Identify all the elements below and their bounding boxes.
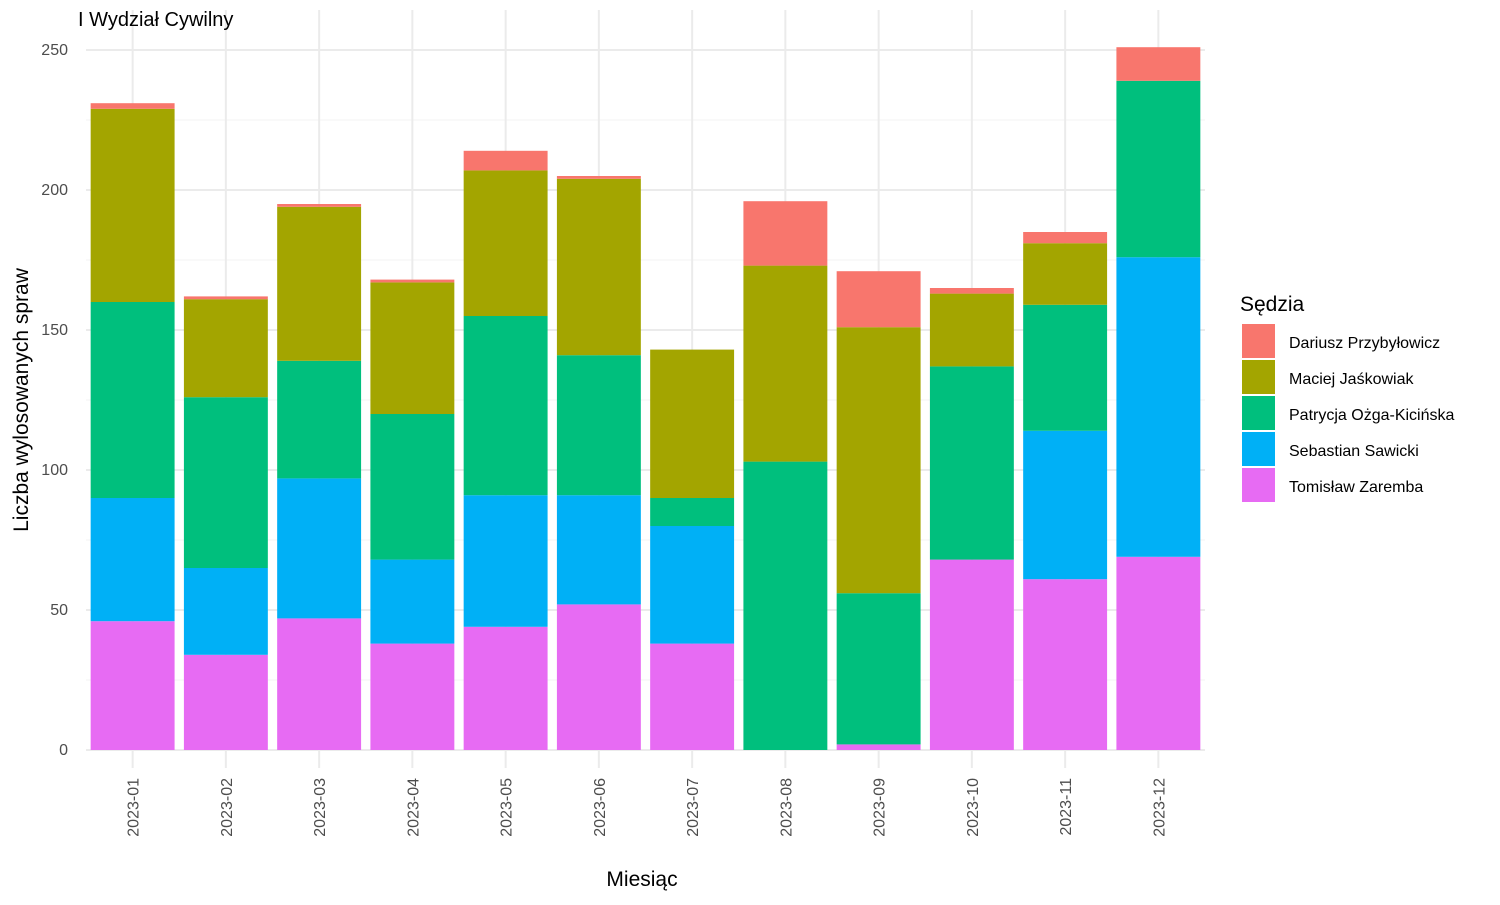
legend-swatch (1242, 324, 1275, 358)
x-tick-label: 2023-11 (1058, 778, 1075, 836)
legend-item: Sebastian Sawicki (1242, 432, 1419, 466)
bar-2023-03-tomis-aw-zaremba (277, 618, 362, 750)
legend-label: Tomisław Zaremba (1289, 479, 1423, 496)
x-tick-label: 2023-07 (685, 778, 702, 837)
bar-2023-04-patrycja-o-ga-kici-ska (370, 414, 455, 560)
bar-2023-06-maciej-ja-kowiak (556, 178, 641, 356)
legend-label: Dariusz Przybyłowicz (1289, 335, 1440, 352)
bar-2023-12-tomis-aw-zaremba (1116, 556, 1201, 750)
x-tick-label: 2023-03 (312, 778, 329, 837)
legend: Sędzia Dariusz Przybyłowicz Maciej Jaśkow… (1240, 293, 1454, 502)
x-tick-label: 2023-12 (1151, 778, 1168, 837)
bar-2023-05-dariusz-przyby-owicz (463, 150, 548, 171)
x-axis-label: Miesiąc (606, 868, 677, 891)
bar-2023-09-tomis-aw-zaremba (836, 744, 921, 750)
bar-2023-06-patrycja-o-ga-kici-ska (556, 355, 641, 496)
y-tick-label: 100 (41, 462, 68, 479)
bar-2023-10-tomis-aw-zaremba (929, 559, 1014, 750)
bar-2023-02-sebastian-sawicki (183, 568, 268, 655)
legend-item: Patrycja Ożga-Kicińska (1242, 396, 1454, 430)
y-tick-label: 0 (59, 742, 68, 759)
bar-2023-11-maciej-ja-kowiak (1023, 243, 1108, 305)
bar-2023-11-dariusz-przyby-owicz (1023, 232, 1108, 244)
bar-2023-06-dariusz-przyby-owicz (556, 176, 641, 179)
bar-2023-08-dariusz-przyby-owicz (743, 201, 828, 266)
bar-2023-09-maciej-ja-kowiak (836, 327, 921, 594)
bar-2023-01-maciej-ja-kowiak (90, 108, 175, 302)
legend-swatch (1242, 468, 1275, 502)
bar-2023-05-maciej-ja-kowiak (463, 170, 548, 316)
x-tick-label: 2023-05 (499, 778, 516, 837)
bar-2023-10-patrycja-o-ga-kici-ska (929, 366, 1014, 560)
bar-2023-05-patrycja-o-ga-kici-ska (463, 316, 548, 496)
bar-2023-06-sebastian-sawicki (556, 495, 641, 605)
legend-swatch (1242, 360, 1275, 394)
bar-2023-04-sebastian-sawicki (370, 559, 455, 644)
legend-title: Sędzia (1240, 293, 1305, 316)
x-tick-label: 2023-04 (405, 778, 422, 837)
x-tick-label: 2023-08 (778, 778, 795, 837)
bar-2023-02-dariusz-przyby-owicz (183, 296, 268, 300)
bar-2023-02-tomis-aw-zaremba (183, 654, 268, 750)
bar-2023-03-dariusz-przyby-owicz (277, 204, 362, 207)
bar-2023-02-patrycja-o-ga-kici-ska (183, 397, 268, 568)
bar-2023-01-tomis-aw-zaremba (90, 621, 175, 750)
bar-2023-10-dariusz-przyby-owicz (929, 288, 1014, 294)
bar-2023-12-patrycja-o-ga-kici-ska (1116, 80, 1201, 258)
bar-2023-07-sebastian-sawicki (650, 526, 735, 644)
x-tick-label: 2023-06 (592, 778, 609, 837)
bar-2023-02-maciej-ja-kowiak (183, 299, 268, 398)
bar-2023-07-tomis-aw-zaremba (650, 643, 735, 750)
bar-2023-08-patrycja-o-ga-kici-ska (743, 461, 828, 750)
bar-2023-10-maciej-ja-kowiak (929, 293, 1014, 367)
bar-2023-05-tomis-aw-zaremba (463, 626, 548, 750)
y-tick-label: 150 (41, 322, 68, 339)
legend-label: Maciej Jaśkowiak (1289, 371, 1414, 388)
x-tick-label: 2023-10 (965, 778, 982, 837)
bar-2023-07-patrycja-o-ga-kici-ska (650, 498, 735, 526)
bar-2023-08-maciej-ja-kowiak (743, 265, 828, 462)
bar-2023-12-dariusz-przyby-owicz (1116, 47, 1201, 81)
bar-2023-12-sebastian-sawicki (1116, 257, 1201, 557)
chart-title: I Wydział Cywilny (78, 9, 233, 31)
bar-2023-09-dariusz-przyby-owicz (836, 271, 921, 328)
bar-2023-01-sebastian-sawicki (90, 498, 175, 622)
bar-2023-09-patrycja-o-ga-kici-ska (836, 593, 921, 745)
bar-2023-05-sebastian-sawicki (463, 495, 548, 627)
y-tick-label: 250 (41, 42, 68, 59)
bar-2023-11-patrycja-o-ga-kici-ska (1023, 304, 1108, 431)
bar-2023-06-tomis-aw-zaremba (556, 604, 641, 750)
legend-item: Dariusz Przybyłowicz (1242, 324, 1440, 358)
bars-layer (90, 47, 1201, 750)
bar-2023-01-dariusz-przyby-owicz (90, 103, 175, 109)
legend-item: Tomisław Zaremba (1242, 468, 1423, 502)
bar-2023-04-maciej-ja-kowiak (370, 282, 455, 414)
x-tick-label: 2023-01 (126, 778, 143, 837)
legend-swatch (1242, 396, 1275, 430)
legend-label: Sebastian Sawicki (1289, 443, 1419, 460)
bar-2023-03-patrycja-o-ga-kici-ska (277, 360, 362, 479)
x-tick-label: 2023-09 (872, 778, 889, 837)
axis-layer: 0 50 100 150 200 250 2023-01 2023-02 2023-03 2023… (41, 42, 1168, 837)
bar-2023-01-patrycja-o-ga-kici-ska (90, 302, 175, 498)
bar-2023-04-dariusz-przyby-owicz (370, 279, 455, 283)
x-tick-label: 2023-02 (219, 778, 236, 837)
bar-2023-11-tomis-aw-zaremba (1023, 579, 1108, 750)
bar-2023-11-sebastian-sawicki (1023, 430, 1108, 580)
bar-2023-03-sebastian-sawicki (277, 478, 362, 619)
legend-item: Maciej Jaśkowiak (1242, 360, 1414, 394)
y-tick-label: 200 (41, 182, 68, 199)
y-tick-label: 50 (50, 602, 68, 619)
y-axis-label: Liczba wylosowanych spraw (10, 267, 33, 532)
bar-2023-04-tomis-aw-zaremba (370, 643, 455, 750)
bar-2023-03-maciej-ja-kowiak (277, 206, 362, 361)
legend-swatch (1242, 432, 1275, 466)
bar-2023-07-maciej-ja-kowiak (650, 349, 735, 498)
legend-label: Patrycja Ożga-Kicińska (1289, 407, 1454, 424)
